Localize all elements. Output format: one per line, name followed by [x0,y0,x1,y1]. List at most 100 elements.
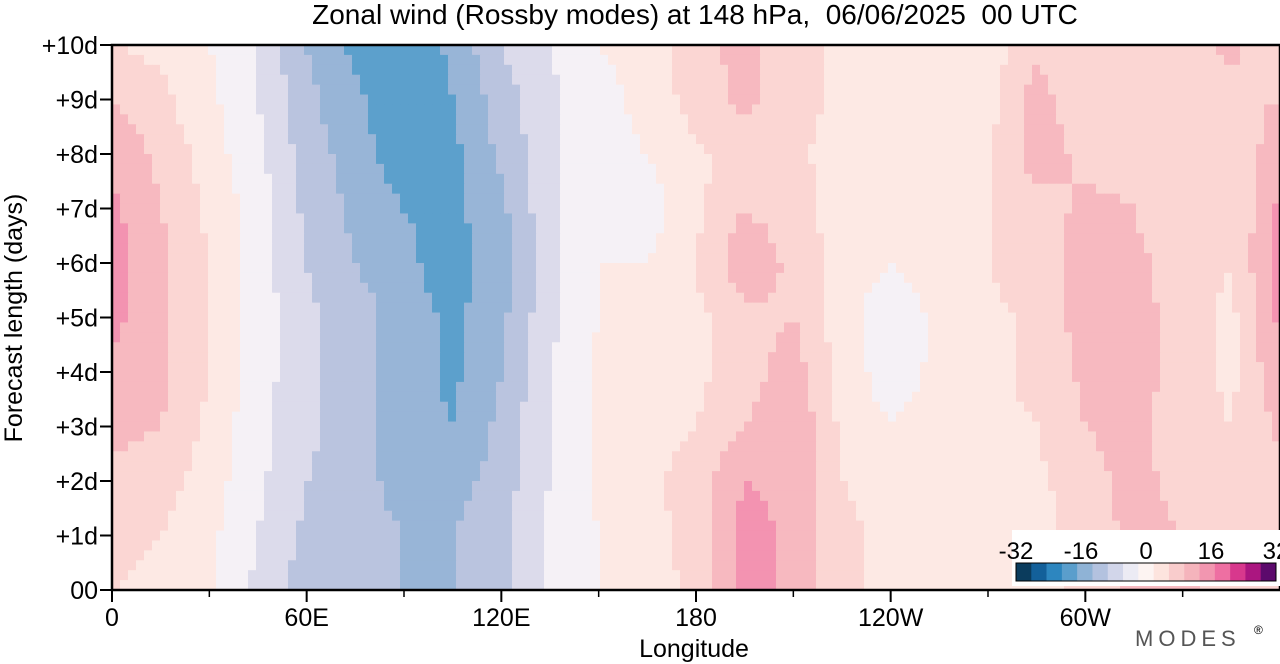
contour-cell [1008,362,1017,373]
contour-cell [840,183,849,195]
contour-cell [1168,124,1177,135]
contour-cell [1056,282,1065,294]
contour-cell [592,74,601,86]
contour-cell [1080,144,1089,155]
contour-cell [160,223,169,234]
contour-cell [336,74,345,86]
contour-cell [976,134,985,145]
contour-cell [488,144,497,155]
contour-cell [568,282,577,294]
contour-cell [560,322,569,333]
contour-cell [240,54,249,66]
contour-cell [1240,362,1249,373]
contour-cell [584,54,593,66]
contour-cell [128,173,137,185]
contour-cell [624,223,633,234]
contour-cell [848,253,857,264]
contour-cell [480,64,489,76]
contour-cell [496,45,505,56]
contour-cell [1240,163,1249,175]
contour-cell [1016,173,1025,185]
contour-cell [328,84,337,96]
contour-cell [488,253,497,264]
contour-cell [808,342,817,353]
contour-cell [864,64,873,76]
contour-cell [600,272,609,284]
contour-cell [520,372,529,383]
contour-cell [968,372,977,383]
contour-cell [376,193,385,205]
contour-cell [1032,233,1041,244]
contour-cell [1256,223,1265,234]
contour-cell [584,342,593,353]
contour-cell [624,272,633,284]
contour-cell [1216,134,1225,145]
contour-cell [256,193,265,205]
contour-cell [664,352,673,363]
contour-cell [200,104,209,115]
contour-cell [208,213,217,224]
contour-cell [1064,322,1073,333]
contour-cell [1120,302,1129,314]
contour-cell [432,362,441,373]
contour-cell [944,45,953,56]
contour-cell [632,243,641,254]
contour-cell [856,312,865,324]
contour-cell [320,372,329,383]
contour-cell [280,84,289,96]
contour-cell [304,342,313,353]
contour-cell [712,342,721,353]
contour-cell [1088,282,1097,294]
contour-cell [384,183,393,195]
contour-cell [248,74,257,86]
contour-cell [448,193,457,205]
contour-cell [128,292,137,304]
contour-cell [392,312,401,324]
contour-cell [816,263,825,274]
contour-cell [848,332,857,343]
contour-cell [408,233,417,244]
contour-cell [152,263,161,274]
contour-cell [360,94,369,106]
contour-cell [1232,54,1241,66]
contour-cell [632,134,641,145]
contour-cell [512,292,521,304]
contour-cell [888,332,897,343]
contour-cell [464,203,473,215]
contour-cell [1272,372,1280,383]
contour-cell [176,372,185,383]
contour-cell [1216,243,1225,254]
contour-cell [752,134,761,145]
contour-cell [656,213,665,224]
contour-cell [920,243,929,254]
contour-cell [760,302,769,314]
contour-cell [1208,104,1217,115]
contour-cell [1264,243,1273,254]
contour-cell [1192,233,1201,244]
contour-cell [1200,114,1209,125]
contour-cell [1096,163,1105,175]
contour-cell [432,114,441,125]
contour-cell [216,74,225,86]
contour-cell [344,263,353,274]
contour-cell [600,243,609,254]
contour-cell [1152,243,1161,254]
contour-cell [776,84,785,96]
contour-cell [488,312,497,324]
contour-cell [520,243,529,254]
contour-cell [728,253,737,264]
contour-cell [160,144,169,155]
contour-cell [1032,104,1041,115]
contour-cell [704,84,713,96]
contour-cell [112,134,121,145]
contour-cell [208,332,217,343]
contour-cell [704,124,713,135]
contour-cell [864,144,873,155]
contour-cell [736,104,745,115]
contour-cell [152,381,161,393]
contour-cell [616,332,625,343]
contour-cell [592,64,601,76]
contour-cell [216,302,225,314]
contour-cell [744,233,753,244]
contour-cell [232,302,241,314]
